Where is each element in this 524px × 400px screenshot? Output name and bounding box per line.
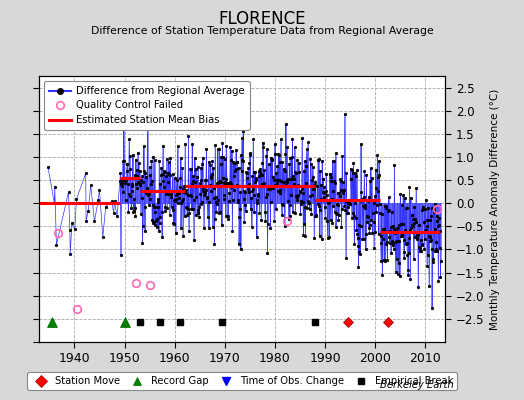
Text: Berkeley Earth: Berkeley Earth [379,380,453,390]
Text: Difference of Station Temperature Data from Regional Average: Difference of Station Temperature Data f… [91,26,433,36]
Legend: Difference from Regional Average, Quality Control Failed, Estimated Station Mean: Difference from Regional Average, Qualit… [45,81,250,130]
Y-axis label: Monthly Temperature Anomaly Difference (°C): Monthly Temperature Anomaly Difference (… [490,88,500,330]
Text: FLORENCE: FLORENCE [219,10,305,28]
Legend: Station Move, Record Gap, Time of Obs. Change, Empirical Break: Station Move, Record Gap, Time of Obs. C… [27,372,457,390]
